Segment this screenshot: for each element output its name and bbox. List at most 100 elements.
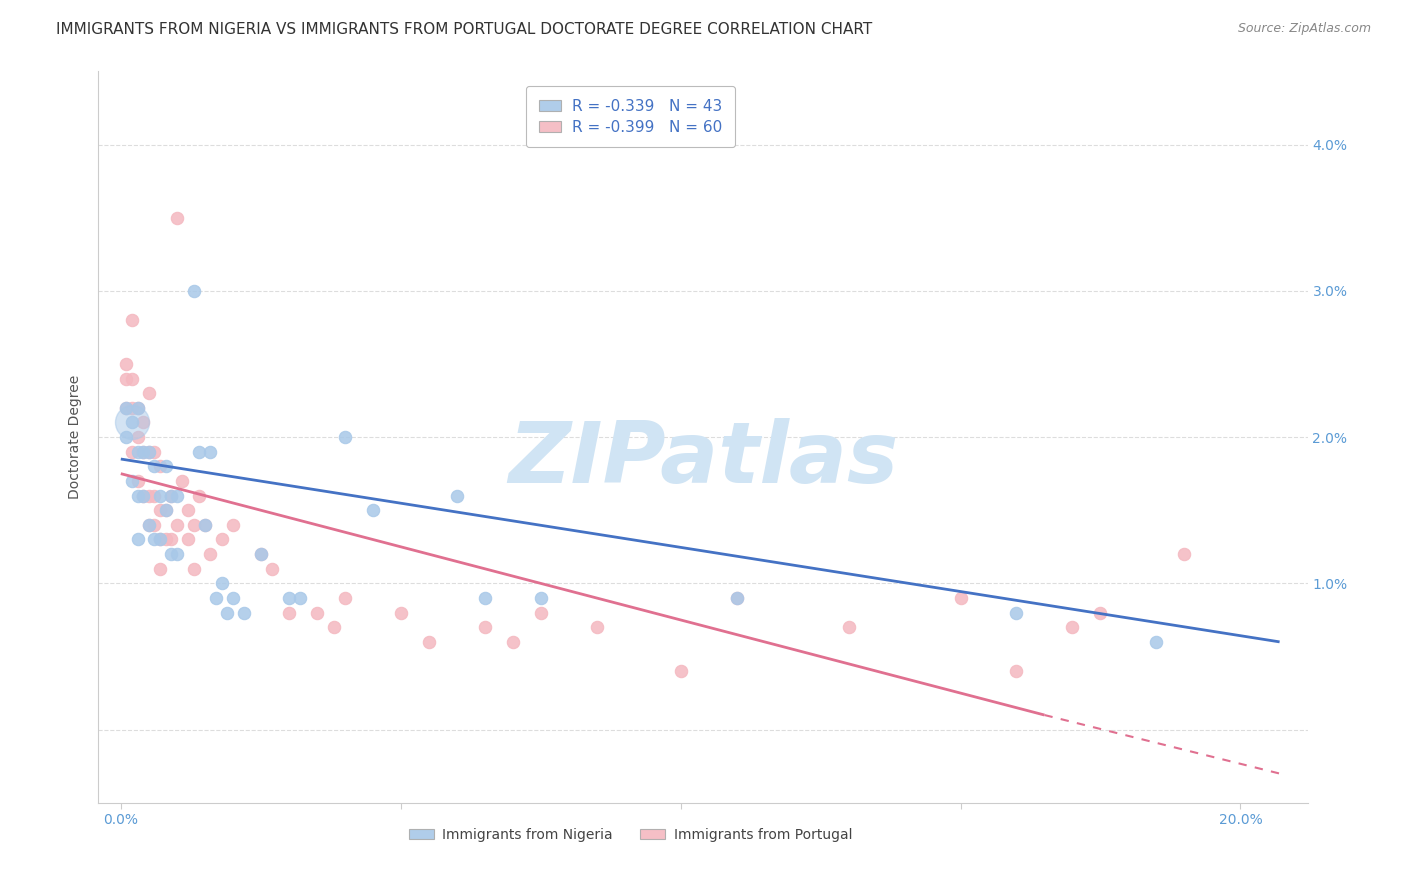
Point — [200, 444, 222, 458]
Point — [166, 489, 188, 503]
Point — [149, 533, 172, 547]
Point — [177, 533, 200, 547]
Point — [188, 444, 211, 458]
Point — [1090, 606, 1112, 620]
Point — [160, 533, 183, 547]
Legend: Immigrants from Nigeria, Immigrants from Portugal: Immigrants from Nigeria, Immigrants from… — [404, 822, 858, 847]
Point — [127, 401, 149, 415]
Point — [194, 517, 217, 532]
Point — [1173, 547, 1195, 561]
Point — [188, 489, 211, 503]
Point — [1005, 664, 1028, 678]
Point — [725, 591, 748, 605]
Point — [127, 474, 149, 488]
Point — [502, 635, 524, 649]
Point — [1062, 620, 1084, 634]
Text: IMMIGRANTS FROM NIGERIA VS IMMIGRANTS FROM PORTUGAL DOCTORATE DEGREE CORRELATION: IMMIGRANTS FROM NIGERIA VS IMMIGRANTS FR… — [56, 22, 873, 37]
Point — [669, 664, 692, 678]
Point — [1144, 635, 1167, 649]
Point — [361, 503, 384, 517]
Point — [200, 547, 222, 561]
Point — [149, 503, 172, 517]
Point — [127, 489, 149, 503]
Point — [121, 444, 143, 458]
Point — [166, 517, 188, 532]
Point — [143, 489, 166, 503]
Point — [160, 489, 183, 503]
Point — [155, 503, 177, 517]
Point — [115, 401, 138, 415]
Point — [132, 416, 155, 430]
Point — [249, 547, 271, 561]
Point — [217, 606, 239, 620]
Point — [194, 517, 217, 532]
Point — [115, 430, 138, 444]
Point — [277, 591, 299, 605]
Point — [115, 401, 138, 415]
Point — [949, 591, 972, 605]
Point — [132, 489, 155, 503]
Point — [143, 517, 166, 532]
Point — [149, 562, 172, 576]
Point — [233, 606, 256, 620]
Point — [585, 620, 607, 634]
Point — [389, 606, 412, 620]
Point — [530, 606, 553, 620]
Point — [138, 517, 160, 532]
Text: ZIPatlas: ZIPatlas — [508, 417, 898, 500]
Point — [288, 591, 311, 605]
Point — [127, 444, 149, 458]
Point — [172, 474, 194, 488]
Point — [138, 444, 160, 458]
Point — [149, 459, 172, 474]
Point — [160, 547, 183, 561]
Point — [121, 371, 143, 385]
Point — [155, 503, 177, 517]
Point — [127, 430, 149, 444]
Point — [418, 635, 440, 649]
Point — [115, 371, 138, 385]
Point — [1005, 606, 1028, 620]
Point — [322, 620, 344, 634]
Point — [138, 489, 160, 503]
Point — [121, 313, 143, 327]
Point — [333, 591, 356, 605]
Point — [121, 416, 143, 430]
Point — [474, 591, 496, 605]
Point — [177, 503, 200, 517]
Point — [132, 444, 155, 458]
Point — [121, 474, 143, 488]
Point — [115, 357, 138, 371]
Point — [155, 459, 177, 474]
Point — [143, 444, 166, 458]
Point — [138, 444, 160, 458]
Point — [127, 401, 149, 415]
Point — [333, 430, 356, 444]
Point — [249, 547, 271, 561]
Point — [132, 444, 155, 458]
Y-axis label: Doctorate Degree: Doctorate Degree — [69, 375, 83, 500]
Point — [530, 591, 553, 605]
Point — [143, 533, 166, 547]
Point — [166, 211, 188, 225]
Point — [446, 489, 468, 503]
Point — [260, 562, 283, 576]
Point — [143, 459, 166, 474]
Point — [138, 517, 160, 532]
Point — [725, 591, 748, 605]
Point — [138, 386, 160, 401]
Point — [121, 416, 143, 430]
Point — [205, 591, 228, 605]
Point — [211, 533, 233, 547]
Point — [305, 606, 328, 620]
Point — [160, 489, 183, 503]
Point — [183, 517, 205, 532]
Point — [132, 489, 155, 503]
Point — [277, 606, 299, 620]
Point — [183, 562, 205, 576]
Point — [211, 576, 233, 591]
Point — [149, 533, 172, 547]
Point — [149, 489, 172, 503]
Point — [155, 533, 177, 547]
Point — [127, 533, 149, 547]
